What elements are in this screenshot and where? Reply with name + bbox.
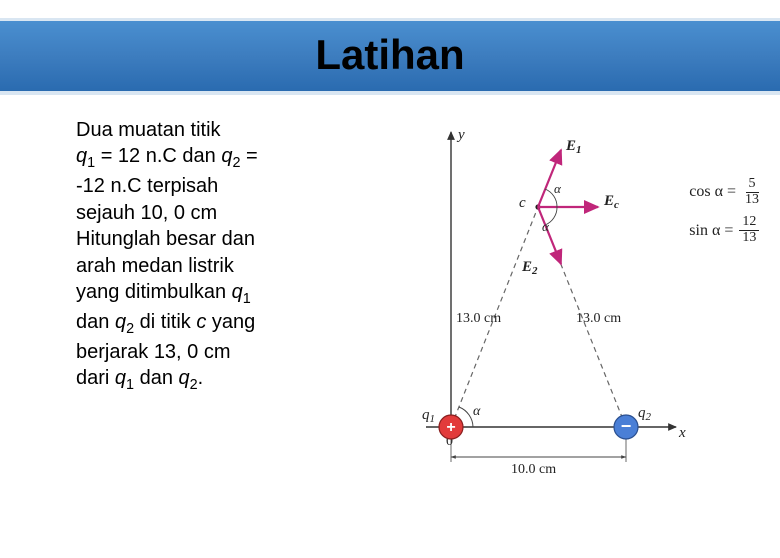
- dist-right: 13.0 cm: [576, 311, 621, 326]
- plus-icon: +: [446, 419, 455, 436]
- vec-Ec-label: Ec: [603, 193, 619, 211]
- angle-c-top: α: [554, 181, 562, 196]
- cos-num: 5: [746, 177, 759, 193]
- text-line: sejauh 10, 0 cm: [76, 202, 217, 224]
- trig-formulas: cos α = 5 13 sin α = 12 13: [689, 177, 762, 254]
- vec-E2-label: E2: [521, 259, 538, 277]
- dist-base: 10.0 cm: [511, 462, 556, 477]
- sub-2b: 2: [126, 321, 134, 337]
- cos-den: 13: [742, 193, 762, 208]
- text-frag: di titik: [134, 311, 196, 333]
- x-axis-label: x: [678, 425, 686, 441]
- sin-fraction: 12 13: [739, 215, 759, 245]
- charge-q1-label: q1: [422, 407, 435, 425]
- sin-den: 13: [739, 231, 759, 246]
- var-q: q: [115, 311, 126, 333]
- var-q2: q: [221, 145, 232, 167]
- text-line: Dua muatan titik: [76, 119, 221, 141]
- cos-fraction: 5 13: [742, 177, 762, 207]
- text-frag: dan: [134, 367, 178, 389]
- point-c-label: c: [519, 195, 526, 211]
- text-line: arah medan listrik: [76, 255, 234, 277]
- problem-text: Dua muatan titik q1 = 12 n.C dan q2 = -1…: [76, 117, 376, 477]
- cos-row: cos α = 5 13: [689, 177, 762, 207]
- vec-E1-label: E1: [565, 138, 582, 156]
- text-frag: yang ditimbulkan: [76, 281, 232, 303]
- minus-icon: −: [621, 416, 632, 436]
- text-frag: .: [198, 367, 204, 389]
- sub-1: 1: [87, 155, 95, 171]
- page-title: Latihan: [0, 31, 780, 79]
- text-frag: = 12 n.C dan: [95, 145, 221, 167]
- sin-label: sin α =: [689, 222, 733, 240]
- sub-1c: 1: [126, 377, 134, 393]
- var-c: c: [196, 311, 206, 333]
- text-line: berjarak 13, 0 cm: [76, 341, 231, 363]
- text-line: -12 n.C terpisah: [76, 175, 218, 197]
- sub-1b: 1: [243, 291, 251, 307]
- diagram-svg: y x 0 13.0 cm 13.0 cm 10.0 cm α c: [376, 117, 756, 477]
- content-area: Dua muatan titik q1 = 12 n.C dan q2 = -1…: [0, 95, 780, 477]
- title-bar: Latihan: [0, 18, 780, 95]
- var-q1: q: [76, 145, 87, 167]
- sin-row: sin α = 12 13: [689, 215, 762, 245]
- var-q: q: [232, 281, 243, 303]
- var-q: q: [115, 367, 126, 389]
- vector-E2: [538, 207, 561, 264]
- physics-diagram: y x 0 13.0 cm 13.0 cm 10.0 cm α c: [376, 117, 756, 477]
- text-frag: =: [240, 145, 257, 167]
- text-line: Hitunglah besar dan: [76, 228, 255, 250]
- angle-c-bot: α: [542, 219, 550, 234]
- cos-label: cos α =: [689, 183, 736, 201]
- sin-num: 12: [739, 215, 759, 231]
- sub-2c: 2: [190, 377, 198, 393]
- dist-left: 13.0 cm: [456, 311, 501, 326]
- text-frag: yang: [206, 311, 255, 333]
- angle-q1: α: [473, 404, 481, 419]
- text-frag: dari: [76, 367, 115, 389]
- charge-q2-label: q2: [638, 405, 652, 423]
- y-axis-label: y: [456, 127, 465, 143]
- var-q: q: [179, 367, 190, 389]
- text-frag: dan: [76, 311, 115, 333]
- vector-E1: [538, 150, 561, 207]
